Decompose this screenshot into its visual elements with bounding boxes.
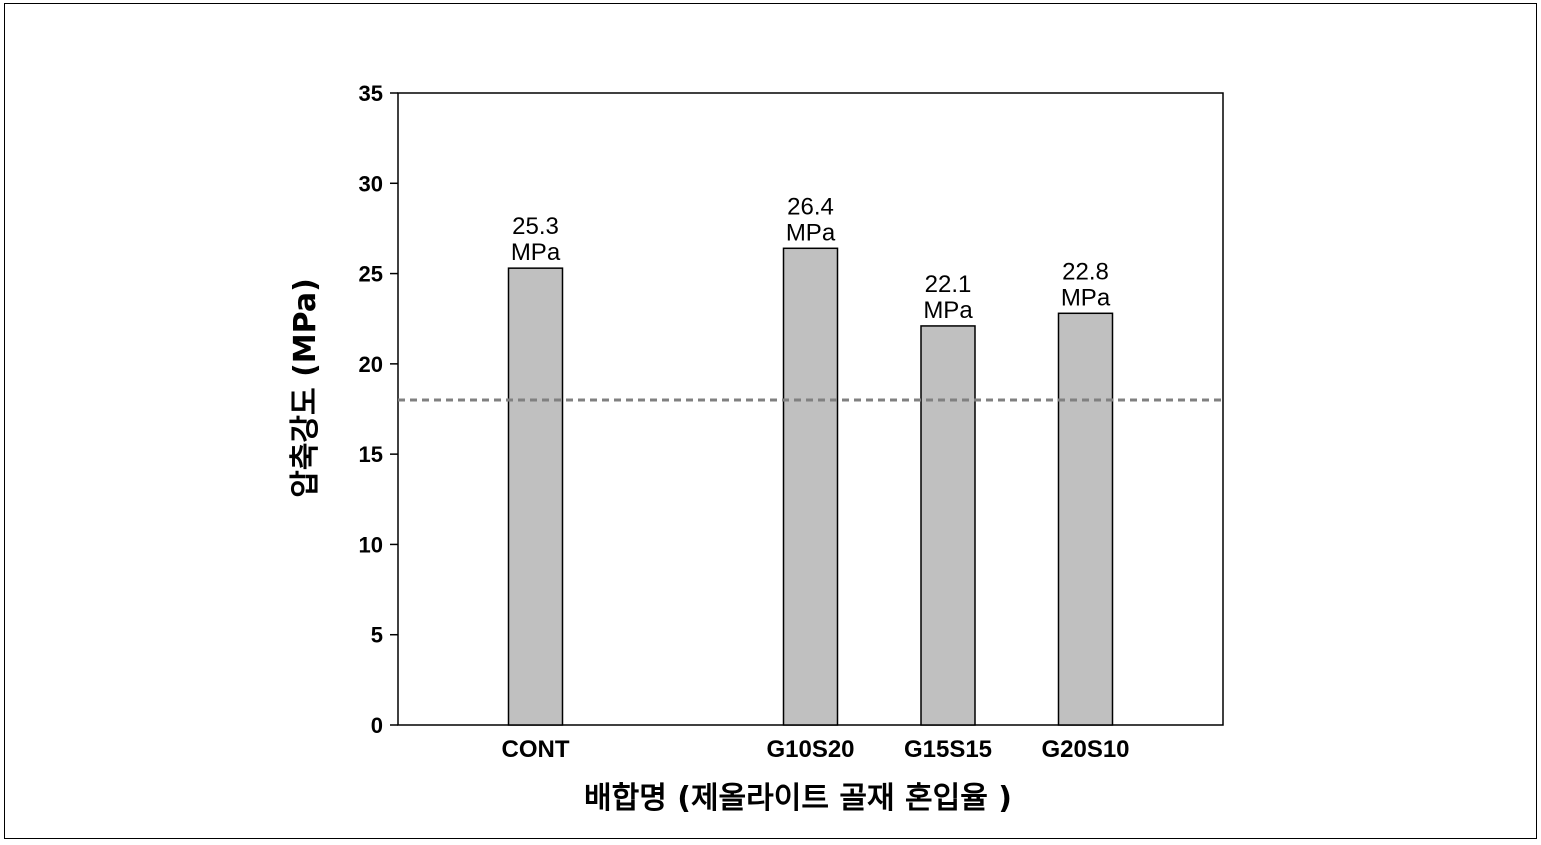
y-tick-label: 15 bbox=[359, 442, 383, 467]
bar-g20s10 bbox=[1057, 312, 1114, 726]
y-tick-label: 25 bbox=[359, 262, 383, 287]
x-tick-label: G20S10 bbox=[1041, 736, 1129, 763]
data-label-value: 22.1 bbox=[925, 271, 972, 298]
y-tick-label: 20 bbox=[359, 352, 383, 377]
x-axis-title: 배합명 (제올라이트 골재 혼입율 ) bbox=[584, 781, 1012, 816]
y-axis: 0 5 10 15 20 25 30 35 bbox=[359, 81, 398, 738]
data-label-unit: MPa bbox=[1061, 284, 1111, 311]
y-tick-label: 35 bbox=[359, 81, 383, 106]
x-tick-label: G10S20 bbox=[766, 736, 854, 763]
y-tick-label: 5 bbox=[371, 623, 383, 648]
data-label-unit: MPa bbox=[786, 219, 836, 246]
bar-g15s15 bbox=[920, 325, 976, 726]
bar-cont bbox=[507, 267, 564, 726]
x-tick-label: G15S15 bbox=[904, 736, 992, 763]
y-tick-label: 0 bbox=[371, 713, 383, 738]
y-axis-title: 압축강도 (MPa) bbox=[288, 278, 323, 498]
bar-g10s20 bbox=[782, 247, 839, 726]
data-label-value: 26.4 bbox=[787, 193, 834, 220]
y-tick-label: 10 bbox=[359, 532, 383, 557]
data-label-value: 22.8 bbox=[1062, 258, 1109, 285]
data-label-value: 25.3 bbox=[512, 213, 559, 240]
data-label-unit: MPa bbox=[511, 239, 561, 266]
x-tick-label: CONT bbox=[502, 736, 570, 763]
bars bbox=[507, 247, 1114, 726]
y-tick-label: 30 bbox=[359, 171, 383, 196]
x-axis: CONT G10S20 G15S15 G20S10 bbox=[502, 736, 1130, 763]
data-label-unit: MPa bbox=[923, 297, 973, 324]
